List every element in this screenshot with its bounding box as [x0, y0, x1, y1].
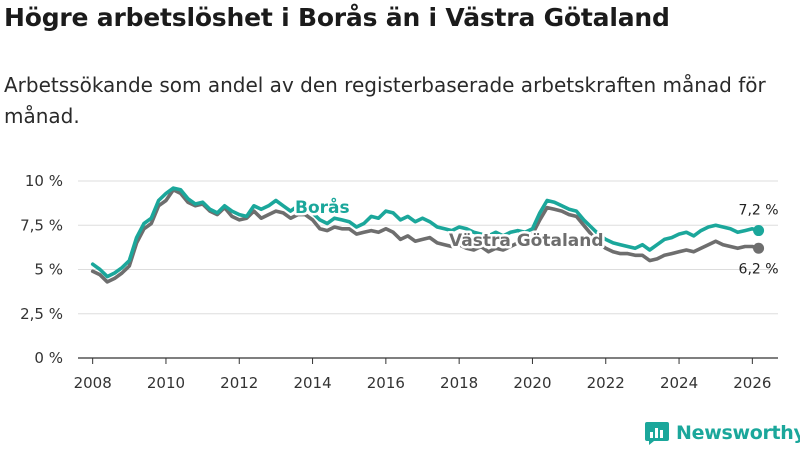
series-line-boras [90, 186, 761, 279]
y-tick-label: 10 % [25, 172, 63, 190]
x-tick-label: 2026 [733, 374, 771, 392]
end-label-vg: 6,2 % [739, 261, 779, 277]
x-tick-label: 2020 [513, 374, 551, 392]
x-tick-label: 2016 [367, 374, 405, 392]
end-point-vg [753, 242, 765, 254]
x-tick-label: 2012 [220, 374, 258, 392]
x-tick-label: 2024 [660, 374, 698, 392]
series-label-vg: Västra Götaland [449, 231, 604, 251]
y-tick-label: 5 % [34, 261, 63, 279]
x-tick-label: 2014 [293, 374, 331, 392]
y-tick-label: 7,5 % [20, 216, 63, 234]
brand-name: Newsworthy [676, 422, 800, 444]
chart-title: Högre arbetslöshet i Borås än i Västra G… [4, 3, 670, 32]
end-point-boras [753, 225, 765, 237]
chart-subtitle: Arbetssökande som andel av den registerb… [4, 73, 766, 128]
end-label-boras: 7,2 % [739, 203, 779, 219]
x-tick-label: 2018 [440, 374, 478, 392]
chart-logo-icon [645, 422, 669, 445]
x-tick-label: 2008 [74, 374, 112, 392]
x-tick-label: 2010 [147, 374, 185, 392]
brand-logo: Newsworthy [644, 419, 800, 447]
y-tick-label: 0 % [34, 349, 63, 367]
series-label-boras: Borås [295, 196, 350, 218]
x-tick-label: 2022 [587, 374, 625, 392]
y-tick-label: 2,5 % [20, 305, 63, 323]
